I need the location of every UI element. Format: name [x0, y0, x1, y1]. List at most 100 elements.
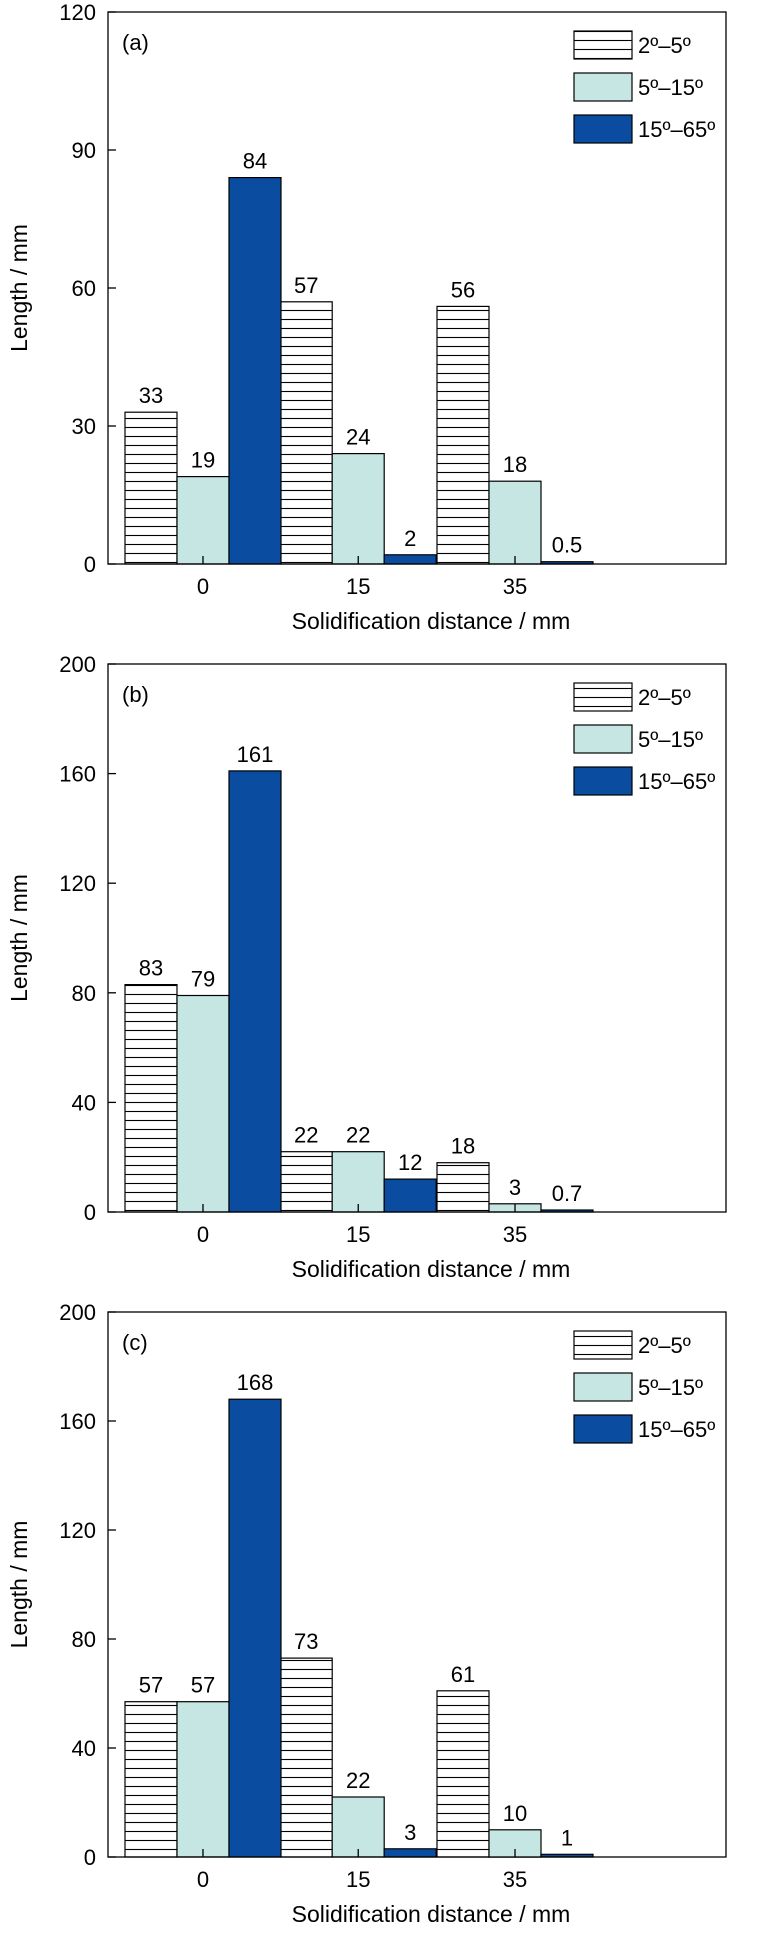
bar [124, 983, 178, 1213]
legend-swatch [573, 30, 633, 60]
y-tick-label: 0 [84, 1200, 96, 1225]
legend-label: 2º–5º [638, 1333, 691, 1358]
data-label: 1 [561, 1825, 573, 1850]
legend-swatch [573, 724, 633, 754]
legend-swatch [573, 114, 633, 144]
bar [436, 305, 490, 565]
y-tick-label: 30 [72, 414, 96, 439]
bar [331, 1151, 385, 1213]
data-label: 83 [139, 956, 163, 981]
legend-label: 15º–65º [638, 769, 715, 794]
data-label: 79 [191, 967, 215, 992]
x-axis-title: Solidification distance / mm [292, 608, 571, 634]
legend-swatch [573, 1414, 633, 1444]
y-tick-label: 160 [59, 762, 96, 787]
y-tick-label: 40 [72, 1736, 96, 1761]
x-tick-label: 15 [346, 1222, 370, 1247]
data-label: 22 [346, 1768, 370, 1793]
data-label: 56 [451, 277, 475, 302]
data-label: 19 [191, 448, 215, 473]
bar [331, 453, 385, 565]
data-label: 161 [237, 742, 274, 767]
data-label: 168 [237, 1370, 274, 1395]
legend-swatch [573, 682, 633, 712]
data-label: 18 [451, 1134, 475, 1159]
legend-label: 15º–65º [638, 1417, 715, 1442]
legend: 2º–5º 5º–15º 15º–65º [573, 1330, 715, 1444]
data-label: 57 [139, 1673, 163, 1698]
data-label: 12 [398, 1150, 422, 1175]
x-tick-label: 0 [197, 1867, 209, 1892]
y-tick-label: 200 [59, 652, 96, 677]
x-tick-label: 35 [503, 1867, 527, 1892]
y-axis-title: Length / mm [6, 1521, 32, 1649]
bar [228, 1398, 282, 1858]
x-tick-label: 35 [503, 574, 527, 599]
legend-label: 5º–15º [638, 727, 703, 752]
data-label: 10 [503, 1801, 527, 1826]
data-label: 61 [451, 1662, 475, 1687]
data-label: 57 [191, 1673, 215, 1698]
bar [279, 301, 333, 565]
y-tick-label: 90 [72, 138, 96, 163]
legend-label: 15º–65º [638, 117, 715, 142]
bar [436, 1690, 490, 1858]
bar [383, 1178, 437, 1213]
bar [124, 1701, 178, 1858]
legend: 2º–5º 5º–15º 15º–65º [573, 682, 715, 796]
data-label: 57 [294, 273, 318, 298]
data-label: 22 [294, 1123, 318, 1148]
y-tick-label: 80 [72, 1627, 96, 1652]
x-tick-label: 15 [346, 1867, 370, 1892]
bar [228, 177, 282, 565]
bar [176, 994, 230, 1213]
bar [488, 480, 542, 565]
bar [383, 554, 437, 565]
bar [279, 1657, 333, 1858]
bar [436, 1162, 490, 1213]
panel-label: (a) [122, 30, 149, 55]
bar [279, 1151, 333, 1213]
y-tick-label: 0 [84, 552, 96, 577]
data-label: 18 [503, 452, 527, 477]
x-tick-label: 0 [197, 574, 209, 599]
y-tick-label: 120 [59, 871, 96, 896]
y-tick-label: 200 [59, 1300, 96, 1325]
data-label: 2 [404, 526, 416, 551]
panel-label: (c) [122, 1330, 148, 1355]
legend-label: 2º–5º [638, 685, 691, 710]
x-tick-label: 15 [346, 574, 370, 599]
data-label: 22 [346, 1123, 370, 1148]
chart-panel-b: 83 22 18 79 22 3 161 12 0.7 0 40 80 120 160 200 0 15 35 So… [6, 652, 727, 1282]
data-label: 3 [404, 1820, 416, 1845]
x-axis-title: Solidification distance / mm [292, 1901, 571, 1927]
data-label: 0.5 [552, 533, 583, 558]
y-tick-label: 0 [84, 1845, 96, 1870]
bar [383, 1848, 437, 1858]
y-tick-label: 60 [72, 276, 96, 301]
x-tick-label: 35 [503, 1222, 527, 1247]
y-tick-label: 160 [59, 1409, 96, 1434]
y-tick-label: 80 [72, 981, 96, 1006]
bar [176, 1701, 230, 1858]
data-label: 33 [139, 383, 163, 408]
legend-label: 5º–15º [638, 1375, 703, 1400]
bar [228, 770, 282, 1213]
legend-swatch [573, 72, 633, 102]
y-axis-title: Length / mm [6, 224, 32, 352]
panel-label: (b) [122, 682, 149, 707]
y-tick-label: 40 [72, 1090, 96, 1115]
bar [331, 1796, 385, 1858]
legend-label: 5º–15º [638, 75, 703, 100]
plot-frame [107, 1311, 727, 1858]
plot-frame [107, 663, 727, 1213]
y-axis-title: Length / mm [6, 874, 32, 1002]
x-tick-label: 0 [197, 1222, 209, 1247]
data-label: 24 [346, 425, 370, 450]
data-label: 84 [243, 149, 267, 174]
chart-panel-a: 33 57 56 19 24 18 84 2 0.5 0 30 60 90 120 0 15 35 Solidif… [6, 0, 727, 634]
x-axis-title: Solidification distance / mm [292, 1256, 571, 1282]
legend-swatch [573, 1330, 633, 1360]
